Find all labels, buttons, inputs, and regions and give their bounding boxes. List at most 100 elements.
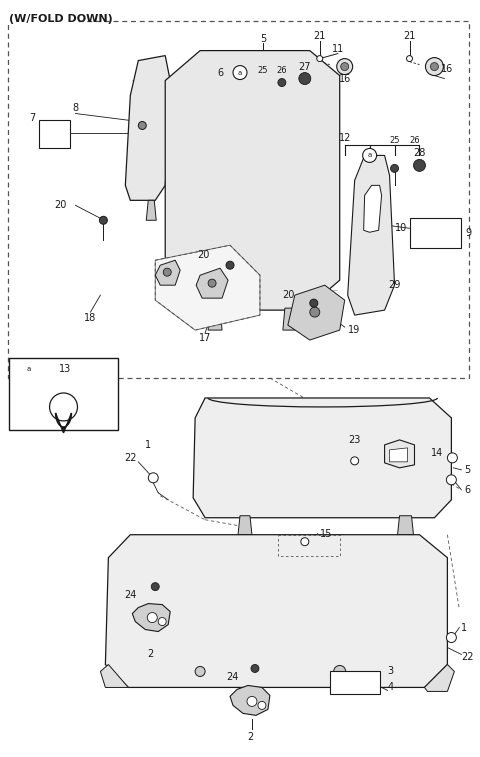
Polygon shape — [100, 665, 128, 687]
Circle shape — [341, 63, 348, 70]
Polygon shape — [196, 268, 228, 298]
Polygon shape — [193, 398, 451, 518]
Text: 26: 26 — [276, 66, 287, 75]
Text: 28: 28 — [413, 148, 426, 158]
Polygon shape — [165, 51, 340, 310]
Text: 16: 16 — [338, 73, 351, 83]
Circle shape — [310, 307, 320, 317]
Circle shape — [163, 268, 171, 276]
Text: 7: 7 — [29, 114, 36, 123]
Polygon shape — [9, 358, 119, 430]
Text: 29: 29 — [388, 280, 401, 290]
Polygon shape — [238, 516, 252, 534]
Polygon shape — [409, 218, 461, 248]
Circle shape — [334, 665, 346, 678]
Polygon shape — [424, 665, 455, 691]
Text: 25: 25 — [389, 136, 400, 145]
Polygon shape — [283, 308, 297, 330]
Text: 24: 24 — [226, 672, 238, 683]
Polygon shape — [106, 534, 447, 687]
Circle shape — [446, 475, 456, 484]
Circle shape — [301, 537, 309, 546]
Text: 16: 16 — [441, 64, 454, 73]
Text: 1: 1 — [461, 622, 468, 633]
Circle shape — [431, 63, 438, 70]
Polygon shape — [230, 685, 270, 715]
Text: 5: 5 — [260, 33, 266, 44]
Text: 8: 8 — [72, 104, 79, 114]
Polygon shape — [146, 201, 156, 220]
Text: 6: 6 — [464, 484, 470, 495]
Text: 21: 21 — [313, 30, 326, 41]
Circle shape — [278, 79, 286, 86]
Circle shape — [407, 55, 412, 61]
Text: 1: 1 — [145, 440, 151, 450]
Polygon shape — [125, 55, 172, 201]
Circle shape — [425, 58, 444, 76]
Circle shape — [391, 164, 398, 173]
Polygon shape — [155, 260, 180, 285]
Text: a: a — [26, 366, 31, 372]
Circle shape — [447, 453, 457, 463]
Circle shape — [258, 702, 266, 709]
Text: 20: 20 — [282, 290, 295, 301]
Polygon shape — [155, 245, 260, 330]
Text: 18: 18 — [84, 313, 96, 323]
Text: 20: 20 — [54, 201, 67, 210]
Text: 12: 12 — [338, 133, 351, 143]
Circle shape — [158, 618, 166, 625]
Text: 11: 11 — [332, 44, 344, 54]
Text: a: a — [368, 152, 372, 158]
Circle shape — [413, 160, 425, 171]
Circle shape — [208, 279, 216, 287]
Text: 24: 24 — [124, 590, 136, 600]
Polygon shape — [397, 516, 413, 534]
Circle shape — [336, 58, 353, 74]
Polygon shape — [330, 671, 380, 694]
Text: 22: 22 — [124, 453, 137, 463]
Text: 17: 17 — [199, 333, 211, 343]
Text: 19: 19 — [348, 325, 360, 335]
Polygon shape — [390, 448, 408, 462]
Text: 25: 25 — [258, 66, 268, 75]
Polygon shape — [132, 603, 170, 631]
Text: 2: 2 — [147, 650, 154, 659]
Polygon shape — [56, 413, 72, 433]
Text: 10: 10 — [395, 223, 408, 233]
Circle shape — [49, 393, 77, 421]
Text: (W/FOLD DOWN): (W/FOLD DOWN) — [9, 14, 112, 23]
Text: 27: 27 — [299, 61, 311, 72]
Circle shape — [351, 457, 359, 465]
Circle shape — [363, 148, 377, 163]
Text: 14: 14 — [432, 448, 444, 458]
Polygon shape — [288, 285, 345, 340]
Polygon shape — [364, 185, 382, 232]
Text: 23: 23 — [348, 435, 361, 445]
Text: 5: 5 — [464, 465, 470, 475]
Text: 20: 20 — [198, 251, 210, 260]
Circle shape — [310, 299, 318, 307]
Text: 26: 26 — [409, 136, 420, 145]
Circle shape — [226, 261, 234, 269]
Text: 21: 21 — [403, 30, 416, 41]
Circle shape — [247, 696, 257, 706]
Circle shape — [22, 362, 36, 376]
Circle shape — [147, 612, 157, 622]
Text: 22: 22 — [461, 653, 474, 662]
Circle shape — [99, 217, 108, 224]
Polygon shape — [384, 440, 415, 468]
Circle shape — [195, 666, 205, 677]
Polygon shape — [208, 308, 222, 330]
Circle shape — [138, 121, 146, 129]
Text: 6: 6 — [217, 67, 223, 77]
Text: 13: 13 — [60, 364, 72, 374]
Text: 15: 15 — [320, 528, 332, 539]
Circle shape — [151, 583, 159, 590]
Polygon shape — [348, 155, 395, 315]
Text: 9: 9 — [465, 229, 471, 238]
Circle shape — [317, 55, 323, 61]
Circle shape — [233, 66, 247, 79]
Circle shape — [446, 633, 456, 643]
Text: 3: 3 — [387, 666, 394, 677]
Text: a: a — [238, 70, 242, 76]
